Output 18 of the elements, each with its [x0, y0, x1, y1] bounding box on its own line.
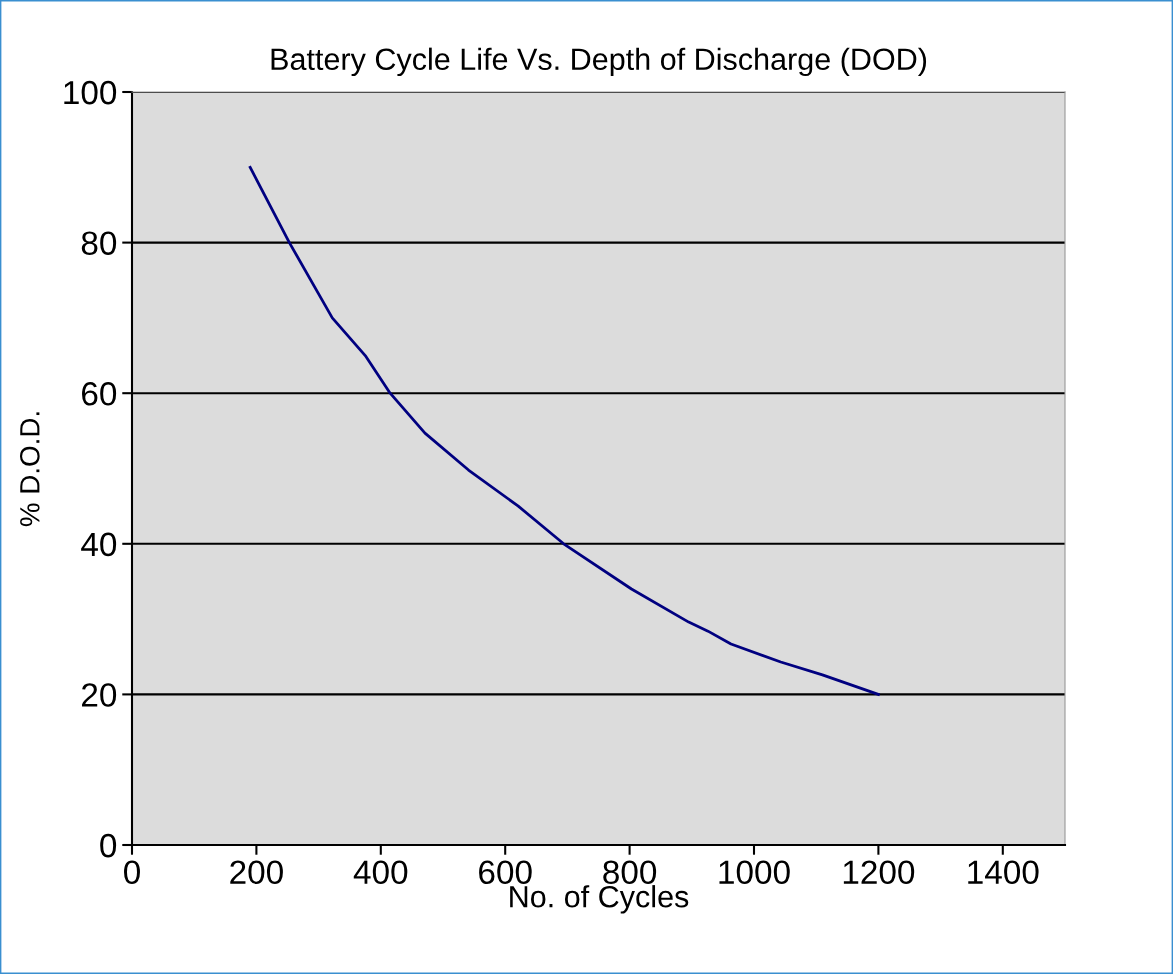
- x-tick-label: 200: [230, 860, 283, 885]
- y-tick-label: 80: [81, 231, 117, 256]
- x-tick-label: 1400: [968, 860, 1039, 885]
- y-tick-label: 0: [100, 833, 117, 858]
- y-tick-label: 40: [81, 532, 117, 557]
- x-tick-label: 1200: [843, 860, 915, 885]
- y-tick-label: 100: [64, 80, 117, 105]
- y-tick-label: 60: [82, 382, 117, 406]
- x-tick-label: 800: [603, 860, 657, 885]
- x-tick-label: 0: [124, 860, 140, 885]
- x-tick-label: 600: [479, 860, 532, 885]
- chart-title: Battery Cycle Life Vs. Depth of Discharge (DOD): [271, 47, 927, 77]
- x-axis-title: No. of Cycles: [510, 885, 689, 914]
- y-axis-title: % D.O.D.: [19, 412, 40, 527]
- x-tick-label: 1000: [719, 860, 790, 885]
- x-tick-label: 400: [353, 860, 408, 885]
- line-series: [248, 165, 880, 696]
- y-tick-label: 20: [82, 683, 117, 707]
